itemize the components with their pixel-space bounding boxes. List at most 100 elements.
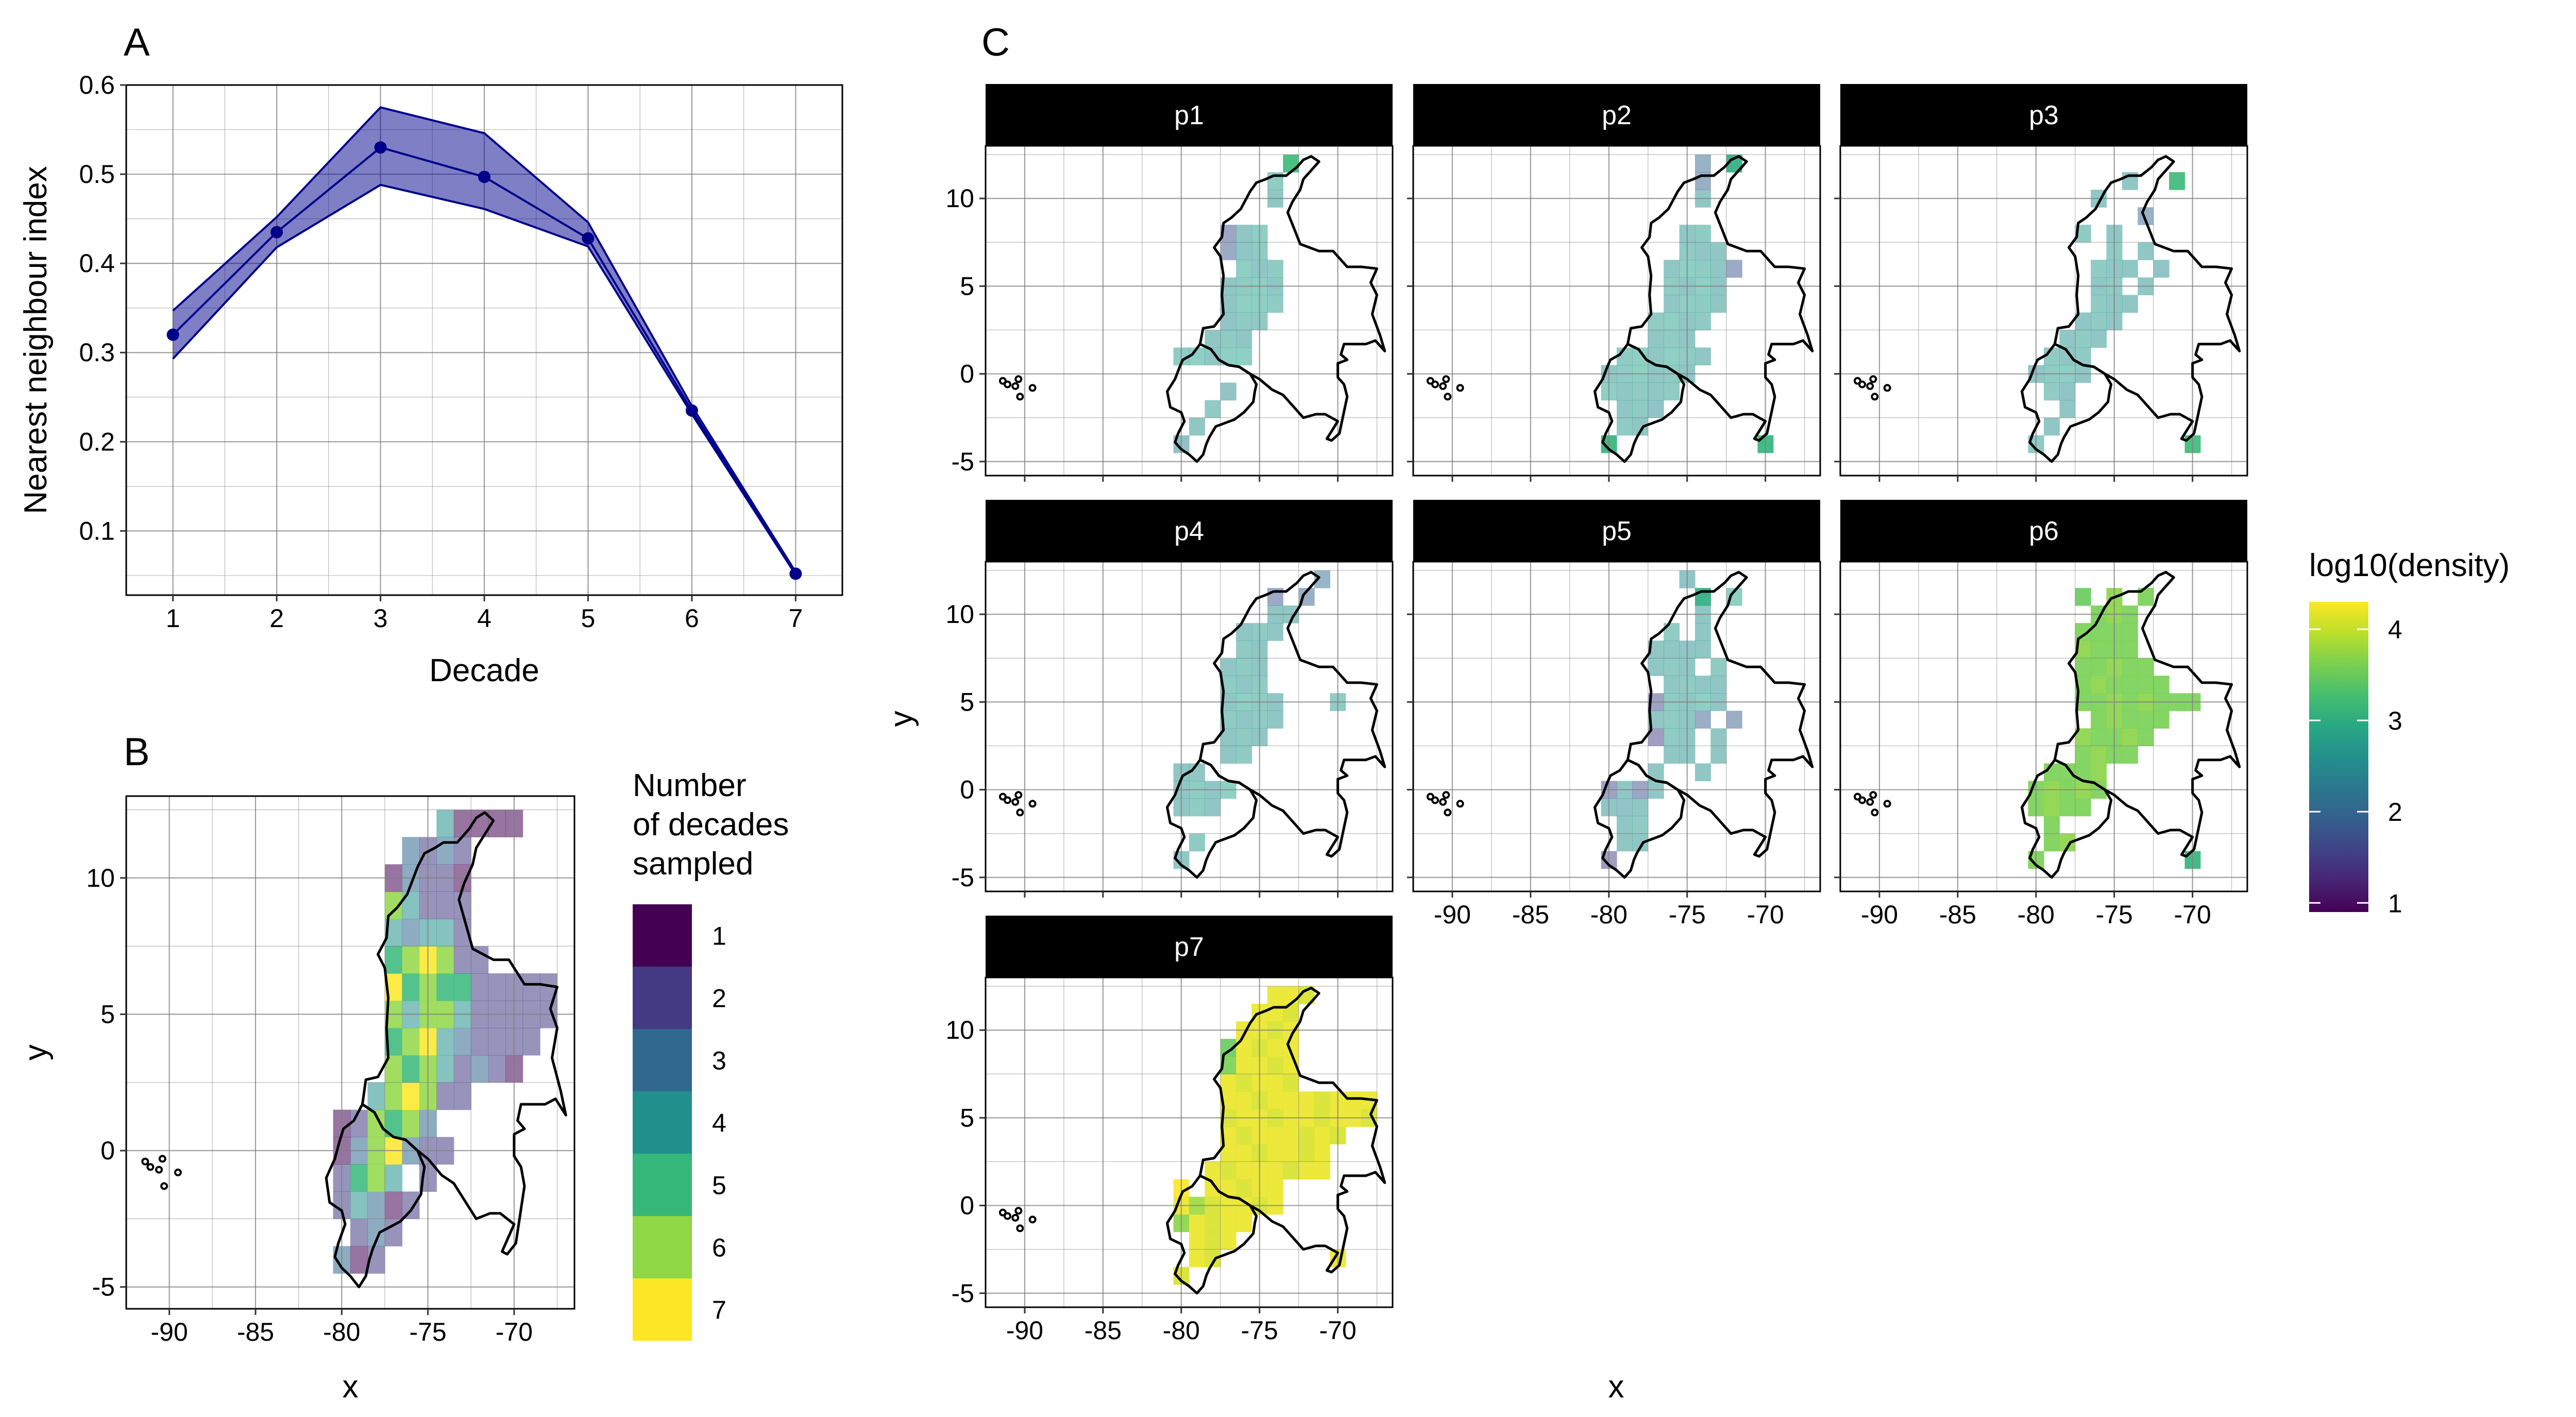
facet-p1-cells <box>1173 155 1299 453</box>
facet-p7-cell <box>1283 1074 1299 1092</box>
facet-p6-cell <box>2122 711 2138 729</box>
panel-b-cell <box>522 1027 540 1056</box>
facet-p5-cell <box>1632 816 1649 834</box>
galapagos-island <box>1439 798 1447 806</box>
facet-p2-cell <box>1694 155 1711 173</box>
facet-p6-cell <box>2075 798 2091 817</box>
facet-p1-y-tick-label: 0 <box>960 360 974 389</box>
panel-b-cell <box>436 891 454 919</box>
facet-p7-cell <box>1205 1214 1221 1233</box>
facet-p7-cell <box>1267 1056 1283 1074</box>
facet-p3-cell <box>2091 330 2107 348</box>
galapagos-island <box>1866 798 1874 806</box>
facet-p2-cell <box>1694 295 1711 313</box>
panel-b-cell <box>488 1055 506 1083</box>
facet-p7-cell <box>1236 1091 1252 1109</box>
facet-p7-cell <box>1205 1161 1221 1180</box>
panel-a-x-tick-label: 4 <box>477 604 492 633</box>
panel-b-legend-key <box>633 904 692 967</box>
panel-b-cell <box>402 1055 420 1083</box>
galapagos-island <box>1442 791 1450 799</box>
panel-a-y-tick-label: 0.1 <box>79 516 115 545</box>
panel-a-y-tick-label: 0.5 <box>79 160 115 189</box>
facet-p7-cell <box>1267 1074 1283 1092</box>
galapagos-island <box>998 1208 1007 1217</box>
facet-p7-cell <box>1189 1249 1205 1268</box>
facet-p2-cell <box>1664 382 1680 401</box>
galapagos-island <box>1014 375 1023 383</box>
panel-b-legend-key <box>633 967 692 1029</box>
facet-p7-cell <box>1267 1039 1283 1057</box>
facet-p6-cell <box>2122 746 2138 764</box>
facet-p6-cell <box>2122 623 2138 641</box>
facet-p1-cell <box>1267 295 1283 313</box>
facet-p7-x-tick-label: -90 <box>1006 1316 1043 1345</box>
facet-p7-cell <box>1314 1144 1331 1162</box>
panel-b-cell <box>436 973 454 1001</box>
facet-p4-cell <box>1236 676 1252 694</box>
facet-p4-cell <box>1236 658 1252 676</box>
galapagos-island <box>1016 1224 1024 1233</box>
facet-p7-cell <box>1314 1161 1331 1180</box>
panel-a-y-tick-label: 0.6 <box>79 71 115 99</box>
panel-b-y-tick-label: 10 <box>86 864 115 892</box>
panel-a-x-tick-label: 2 <box>269 604 284 633</box>
facet-p7-cell <box>1298 1091 1315 1109</box>
facet-p5-x-tick-label: -80 <box>1590 900 1628 929</box>
panel-b-x-tick-label: -80 <box>323 1318 360 1346</box>
panel-b-cell <box>436 1027 454 1056</box>
panel-a: A 1 2 3 4 5 6 7 0.1 0.2 0.3 0.4 0.5 0.6 Decade Nearest … <box>18 21 843 688</box>
panel-b-legend-label: 3 <box>712 1047 726 1075</box>
facet-p1-cell <box>1236 225 1252 243</box>
facet-p2-cell <box>1664 260 1680 278</box>
panel-b-cell <box>367 1164 385 1192</box>
panel-b-legend-key <box>633 1029 692 1091</box>
facet-p7-cell <box>1345 1091 1362 1109</box>
galapagos-island <box>1431 380 1439 389</box>
panel-a-y-tick-label: 0.4 <box>79 249 115 278</box>
galapagos-island <box>1016 808 1024 817</box>
facet-p5-cell <box>1664 728 1680 747</box>
facet-p6-cell <box>2138 711 2154 729</box>
facet-p5-cell <box>1710 746 1727 764</box>
facet-p6-cell <box>2138 728 2154 747</box>
facet-p7-cell <box>1220 1074 1236 1092</box>
facet-p6-cell <box>2091 711 2107 729</box>
facet-p4-cell <box>1236 711 1252 729</box>
facet-p5-cell <box>1617 798 1633 817</box>
facet-p4-cell <box>1236 746 1252 764</box>
facet-p3-cell <box>2091 312 2107 331</box>
facet-p7-cell <box>1220 1232 1236 1250</box>
galapagos-island <box>1439 382 1447 390</box>
panel-c-y-title: y <box>884 711 919 727</box>
colombia-outline <box>2053 570 2241 858</box>
galapagos-island <box>1011 798 1020 806</box>
panel-a-x-tick-label: 3 <box>374 604 388 633</box>
facet-p3-cell <box>2059 400 2076 418</box>
panel-b-cell <box>436 837 454 865</box>
facet-p7-cell <box>1236 1179 1252 1197</box>
facet-p6-cell <box>2153 676 2170 694</box>
facet-p7-cell <box>1236 1214 1252 1233</box>
facet-p7-cell <box>1205 1232 1221 1250</box>
colombia-outline <box>1626 570 1814 858</box>
facet-p7-x-tick-label: -85 <box>1084 1316 1122 1345</box>
facet-p4-y-tick-label: 0 <box>960 775 974 804</box>
panel-b-x-tick-label: -75 <box>409 1318 446 1346</box>
facet-p7-y-tick-label: 5 <box>960 1103 974 1132</box>
panel-b-cell <box>402 946 420 974</box>
facet-p7-x-tick-label: -70 <box>1319 1316 1357 1345</box>
galapagos-island <box>1883 800 1891 808</box>
facet-p5-cell <box>1664 746 1680 764</box>
galapagos-island <box>1858 796 1867 804</box>
facet-p7-cell <box>1236 1056 1252 1074</box>
panel-b-legend-label: 1 <box>712 922 726 951</box>
facet-strip-label: p4 <box>1174 516 1204 546</box>
panel-b-x-title: x <box>343 1369 359 1405</box>
facet-p7-cell <box>1283 986 1299 1004</box>
facet-p5-x-tick-label: -90 <box>1434 900 1471 929</box>
facet-p5: p5 -90 -85 -80 -75 -70 <box>1407 500 1821 929</box>
colombia-outline <box>1626 155 1814 442</box>
panel-b-cell <box>522 973 540 1001</box>
